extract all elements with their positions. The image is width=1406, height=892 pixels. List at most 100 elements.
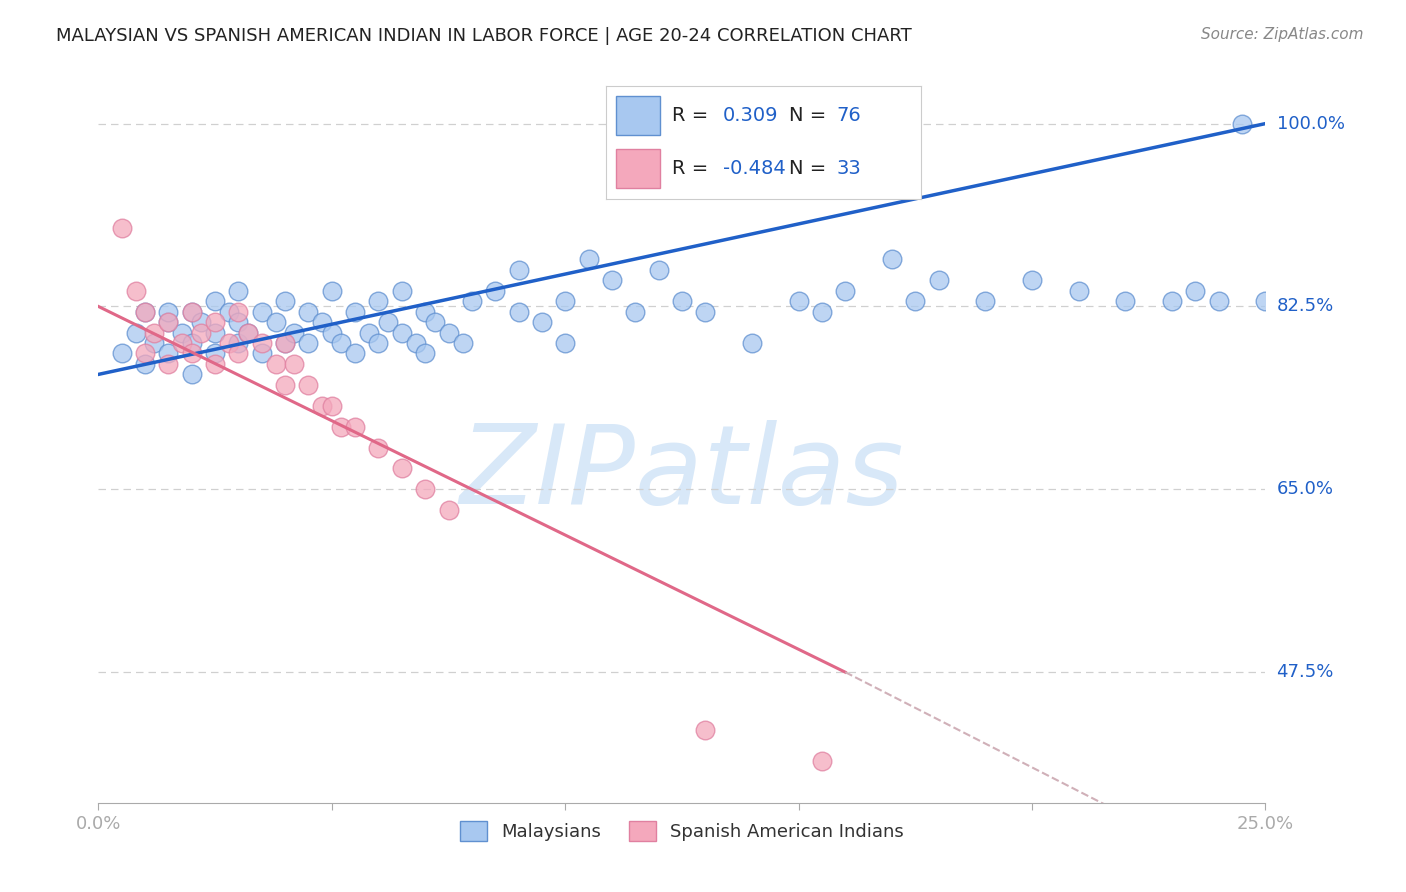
Point — [264, 357, 287, 371]
Point — [111, 221, 134, 235]
Point — [413, 304, 436, 318]
Point — [578, 252, 600, 267]
Point — [218, 304, 240, 318]
Point — [1161, 294, 1184, 309]
Point — [218, 336, 240, 351]
Text: MALAYSIAN VS SPANISH AMERICAN INDIAN IN LABOR FORCE | AGE 20-24 CORRELATION CHAR: MALAYSIAN VS SPANISH AMERICAN INDIAN IN … — [56, 27, 912, 45]
Point — [180, 304, 202, 318]
Point — [180, 336, 202, 351]
Point — [413, 346, 436, 360]
Point — [311, 315, 333, 329]
Point — [134, 304, 156, 318]
Point — [344, 304, 367, 318]
Point — [180, 346, 202, 360]
Point — [283, 326, 305, 340]
Text: 100.0%: 100.0% — [1277, 114, 1344, 133]
Point — [600, 273, 623, 287]
Point — [695, 304, 717, 318]
Point — [695, 723, 717, 737]
Point — [157, 357, 180, 371]
Point — [250, 304, 273, 318]
Point — [180, 368, 202, 382]
Point — [180, 304, 202, 318]
Point — [451, 336, 474, 351]
Point — [508, 263, 530, 277]
Point — [236, 326, 259, 340]
Point — [274, 336, 297, 351]
Point — [134, 346, 156, 360]
Point — [811, 754, 834, 768]
Point — [274, 294, 297, 309]
Point — [321, 284, 343, 298]
Point — [344, 419, 367, 434]
Point — [928, 273, 950, 287]
Text: ZIPatlas: ZIPatlas — [460, 420, 904, 527]
Point — [367, 441, 389, 455]
Point — [204, 294, 226, 309]
Point — [311, 399, 333, 413]
Point — [437, 503, 460, 517]
Point — [834, 284, 856, 298]
Point — [274, 336, 297, 351]
Point — [787, 294, 810, 309]
Point — [974, 294, 997, 309]
Point — [359, 326, 381, 340]
Point — [125, 284, 148, 298]
Text: 47.5%: 47.5% — [1277, 663, 1334, 681]
Point — [508, 304, 530, 318]
Point — [297, 377, 319, 392]
Legend: Malaysians, Spanish American Indians: Malaysians, Spanish American Indians — [453, 814, 911, 848]
Point — [405, 336, 427, 351]
Point — [204, 357, 226, 371]
Point — [1114, 294, 1136, 309]
Point — [391, 326, 413, 340]
Point — [367, 336, 389, 351]
Point — [134, 304, 156, 318]
Point — [228, 336, 250, 351]
Point — [134, 357, 156, 371]
Point — [204, 346, 226, 360]
Point — [143, 326, 166, 340]
Point — [1184, 284, 1206, 298]
Point — [904, 294, 927, 309]
Point — [250, 346, 273, 360]
Point — [204, 315, 226, 329]
Point — [157, 304, 180, 318]
Point — [297, 336, 319, 351]
Point — [321, 326, 343, 340]
Point — [143, 336, 166, 351]
Point — [157, 346, 180, 360]
Point — [157, 315, 180, 329]
Point — [228, 346, 250, 360]
Point — [554, 336, 576, 351]
Point — [1254, 294, 1277, 309]
Point — [413, 483, 436, 497]
Point — [228, 284, 250, 298]
Point — [484, 284, 506, 298]
Point — [391, 284, 413, 298]
Text: 65.0%: 65.0% — [1277, 480, 1333, 499]
Point — [228, 315, 250, 329]
Text: 82.5%: 82.5% — [1277, 297, 1334, 316]
Point — [1230, 117, 1253, 131]
Point — [423, 315, 446, 329]
Point — [1208, 294, 1230, 309]
Point — [624, 304, 647, 318]
Point — [1021, 273, 1043, 287]
Point — [204, 326, 226, 340]
Point — [377, 315, 399, 329]
Text: Source: ZipAtlas.com: Source: ZipAtlas.com — [1201, 27, 1364, 42]
Point — [671, 294, 693, 309]
Point — [811, 304, 834, 318]
Point — [330, 419, 353, 434]
Point — [264, 315, 287, 329]
Point — [437, 326, 460, 340]
Point — [530, 315, 553, 329]
Point — [741, 336, 763, 351]
Point — [157, 315, 180, 329]
Point — [283, 357, 305, 371]
Point — [111, 346, 134, 360]
Point — [880, 252, 903, 267]
Point — [321, 399, 343, 413]
Point — [236, 326, 259, 340]
